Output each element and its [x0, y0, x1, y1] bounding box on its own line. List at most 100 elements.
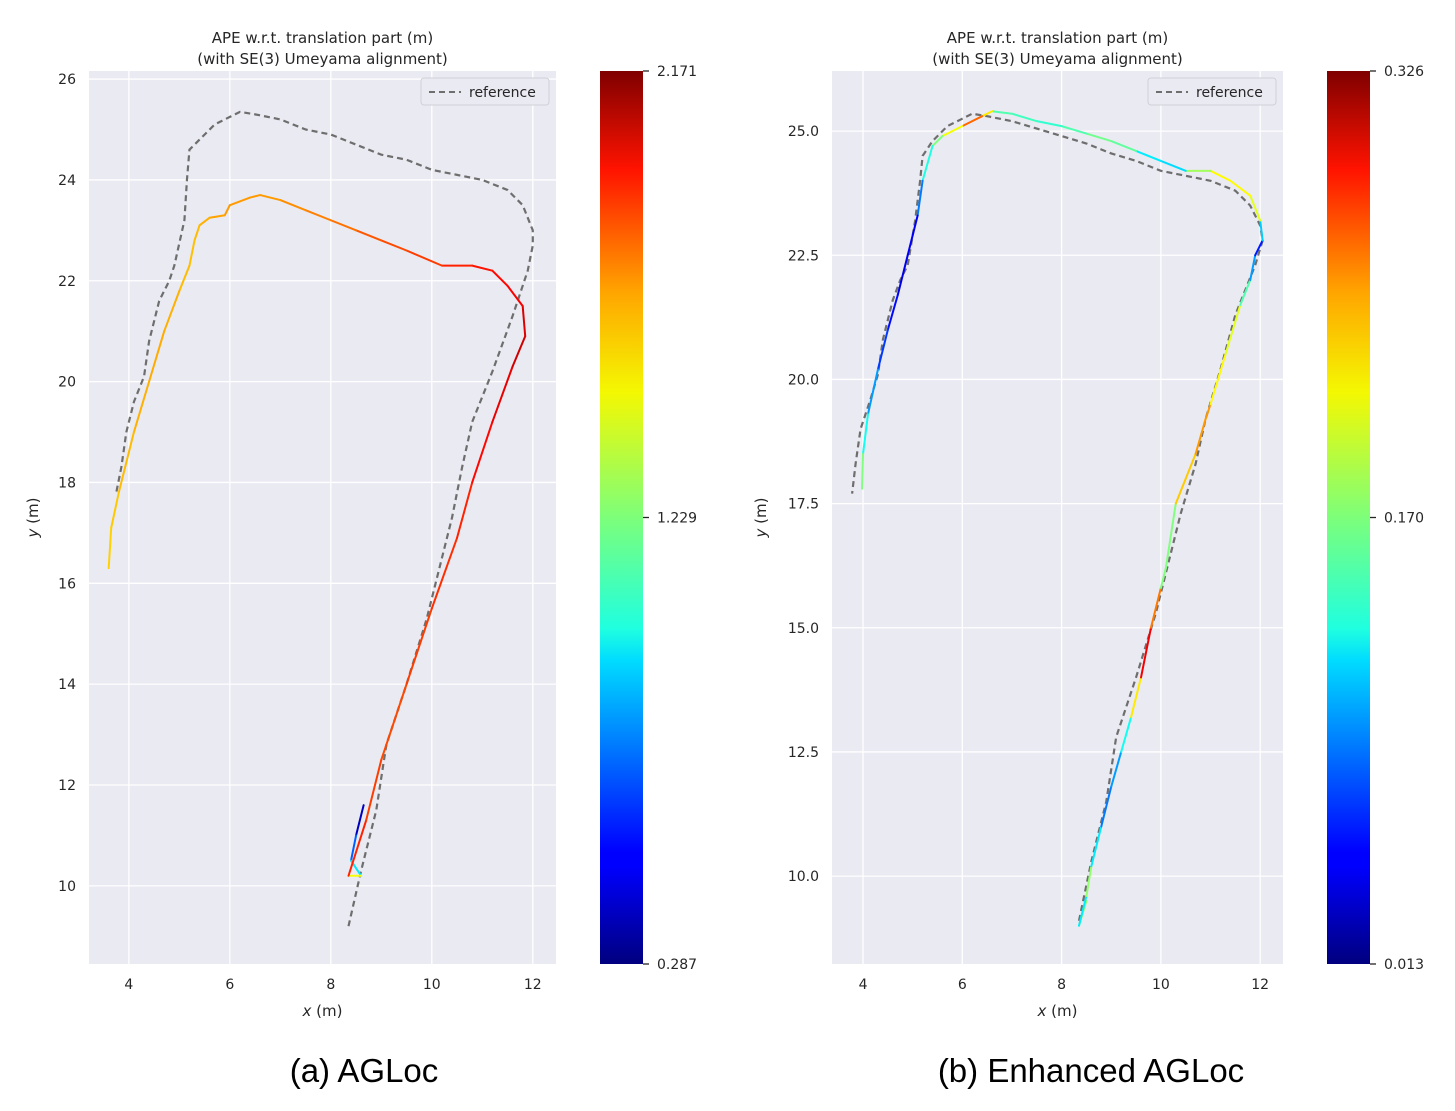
trajectory-segment — [117, 431, 135, 494]
reference-line — [851, 112, 1264, 922]
trajectory-segment — [491, 269, 509, 287]
y-tick-label: 12 — [58, 778, 76, 794]
trajectory-segment — [163, 289, 181, 333]
trajectory-segment — [259, 194, 282, 202]
trajectory-segment — [1077, 894, 1088, 927]
y-tick-label: 24 — [58, 173, 76, 189]
trajectory-segment — [1209, 169, 1232, 182]
trajectory-segment — [148, 330, 166, 383]
reference-line — [115, 110, 534, 927]
trajectory-segment — [223, 204, 231, 217]
trajectory-segment — [521, 304, 527, 338]
trajectory-segment — [1159, 567, 1167, 590]
x-tick-label: 6 — [225, 977, 234, 993]
subplot-a: 4 6 8 10 12 10 12 14 16 18 20 22 24 26 APE w.r.t. tran… — [24, 29, 697, 1020]
trajectory-segment — [1254, 239, 1264, 257]
trajectory-segment — [941, 125, 964, 138]
x-tick-label: 10 — [1152, 977, 1170, 993]
trajectory-segment — [355, 229, 383, 242]
caption-b: (b) Enhanced AGLoc — [937, 1052, 1245, 1089]
trajectory-segment — [1090, 825, 1103, 868]
colorbar-tick-label: 2.171 — [657, 64, 697, 80]
trajectory-segment — [981, 110, 994, 118]
trajectory-segment — [1229, 179, 1252, 197]
trajectory-segment — [991, 110, 1013, 115]
trajectory-segment — [1060, 125, 1088, 135]
trajectory-segment — [430, 536, 459, 610]
legend-label: reference — [1196, 85, 1263, 101]
trajectory-segment — [961, 115, 984, 128]
trajectory-segment — [1130, 676, 1143, 719]
trajectory-segment — [1010, 112, 1038, 123]
x-tick-label: 4 — [859, 977, 868, 993]
trajectory-segment — [916, 179, 924, 217]
colorbar — [600, 71, 643, 964]
y-tick-label: 15.0 — [788, 621, 819, 637]
trajectory-segment — [861, 452, 865, 490]
y-tick-label: 20 — [58, 375, 76, 391]
trajectory-segment — [188, 239, 196, 267]
x-tick-label: 8 — [326, 977, 335, 993]
trajectory-segment — [931, 135, 944, 147]
trajectory-segment — [405, 249, 443, 267]
trajectory-segment — [1085, 132, 1113, 143]
y-tick-label: 20.0 — [788, 372, 819, 388]
x-tick-label: 12 — [524, 977, 542, 993]
trajectory-segment — [491, 365, 514, 423]
trajectory-segment — [1204, 403, 1212, 421]
chart-title: APE w.r.t. translation part (m) — [212, 29, 433, 47]
trajectory-segment — [1224, 303, 1242, 356]
subplot-b: 4 6 8 10 12 10.0 12.5 15.0 17.5 20.0 22.5 25.0 APE w… — [752, 29, 1424, 1020]
trajectory-segment — [380, 239, 408, 252]
trajectory-segment — [1209, 353, 1227, 406]
trajectory-segment — [208, 214, 226, 219]
trajectory-segment — [1159, 159, 1187, 172]
plot-area — [832, 71, 1283, 964]
x-tick-label: 4 — [124, 977, 133, 993]
trajectory-segment — [866, 368, 879, 416]
colorbar-tick-label: 1.229 — [657, 511, 697, 527]
trajectory-segment — [110, 491, 120, 529]
trajectory-segment — [506, 284, 524, 307]
trajectory-segment — [107, 526, 113, 570]
x-tick-label: 8 — [1057, 977, 1066, 993]
legend-label: reference — [469, 85, 536, 101]
trajectory-segment — [132, 380, 151, 434]
y-tick-label: 17.5 — [788, 497, 819, 513]
trajectory-segment — [1110, 140, 1138, 152]
trajectory-segment — [1174, 477, 1187, 505]
trajectory-segment — [228, 196, 252, 207]
trajectory-segment — [886, 293, 899, 331]
chart-title: APE w.r.t. translation part (m) — [947, 29, 1168, 47]
trajectory-segment — [304, 209, 332, 222]
trajectory-segment — [193, 224, 201, 242]
legend: reference — [1147, 77, 1277, 106]
trajectory-segment — [1085, 865, 1093, 897]
trajectory-segment — [1164, 502, 1177, 570]
y-tick-label: 18 — [58, 475, 76, 491]
trajectory-segment — [511, 335, 527, 368]
trajectory-segment — [329, 219, 358, 232]
colorbar-tick-label: 0.287 — [657, 957, 697, 973]
y-tick-label: 26 — [58, 72, 76, 88]
caption-a: (a) AGLoc — [289, 1052, 439, 1089]
y-tick-label: 12.5 — [788, 745, 819, 761]
y-tick-label: 10 — [58, 879, 76, 895]
trajectory-segment — [1259, 219, 1264, 242]
trajectory-segment — [1249, 194, 1262, 222]
trajectory-segment — [1035, 120, 1063, 128]
trajectory-segment — [405, 607, 433, 686]
trajectory-segment — [1100, 785, 1113, 828]
trajectory-segment — [249, 194, 262, 199]
chart-title: (with SE(3) Umeyama alignment) — [932, 50, 1183, 68]
legend-box — [1147, 77, 1277, 106]
y-tick-label: 22.5 — [788, 248, 819, 264]
legend-box — [420, 77, 550, 106]
legend: reference — [420, 77, 550, 106]
x-tick-label: 12 — [1251, 977, 1269, 993]
trajectory-segment — [347, 819, 368, 877]
trajectory-segment — [380, 683, 408, 761]
trajectory-segment — [178, 264, 191, 292]
y-tick-label: 16 — [58, 576, 76, 592]
y-tick-label: 14 — [58, 677, 76, 693]
